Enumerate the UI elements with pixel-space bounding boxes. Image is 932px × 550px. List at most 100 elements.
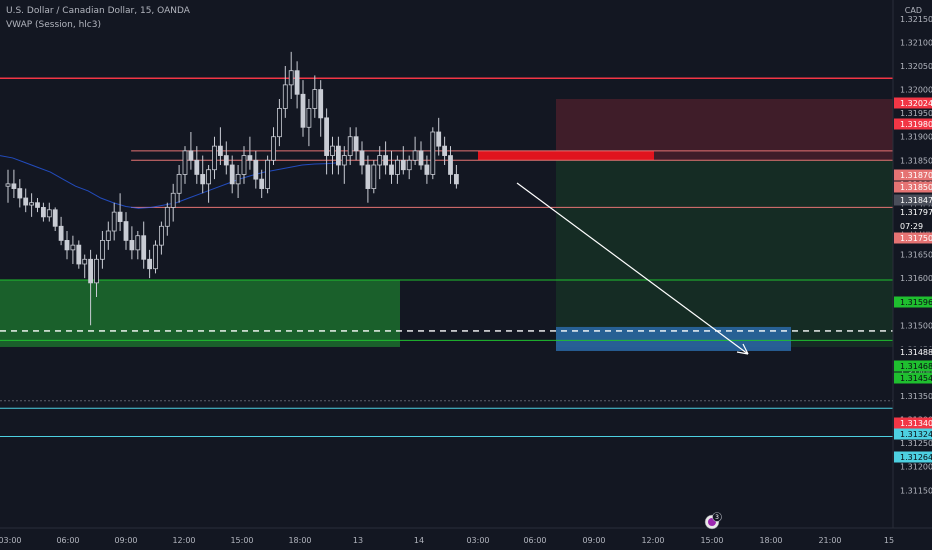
price-tag-label: 1.32024 [900, 99, 932, 108]
price-tick-label: 1.31250 [900, 439, 932, 448]
price-tag-label: 1.31750 [900, 234, 932, 243]
candle-body [100, 240, 105, 260]
candle-body [347, 136, 353, 156]
price-tick-label: 1.31200 [900, 463, 932, 472]
candle-body [58, 225, 64, 241]
price-tag [894, 220, 932, 232]
price-tick-label: 1.31150 [900, 486, 932, 495]
candle-body [52, 209, 58, 227]
price-tag [894, 194, 932, 206]
price-tags-layer: 1.32024 1.31980 1.31870 1.31850 1.31847 1.317… [894, 97, 932, 463]
candle-body [117, 211, 123, 222]
candle-body [365, 164, 371, 189]
price-tag [894, 296, 932, 308]
price-tag [894, 428, 932, 440]
candle-body [64, 240, 70, 251]
price-tick-label: 1.31500 [900, 321, 932, 330]
symbol-title[interactable]: U.S. Dollar / Canadian Dollar, 15, OANDA [6, 6, 190, 16]
candle-body [335, 145, 341, 166]
price-tick-label: 1.31850 [900, 156, 932, 165]
candle-body [383, 155, 389, 166]
vwap-line [0, 155, 341, 209]
time-tick-label: 21:00 [818, 536, 841, 545]
price-tick-label: 1.31600 [900, 274, 932, 283]
price-tag [894, 417, 932, 429]
candle-body [324, 117, 330, 156]
candle-body [217, 145, 223, 156]
candle-body [182, 150, 188, 175]
candle-body [430, 131, 436, 175]
forecast-arrow-head [736, 343, 749, 355]
candle-body [276, 108, 282, 138]
price-tag-label: 1.31324 [900, 430, 932, 439]
currency-label[interactable]: CAD [904, 6, 922, 15]
candle-body [353, 136, 359, 152]
candle-body [76, 244, 82, 265]
candle-body [442, 145, 448, 156]
time-tick-label: 15:00 [230, 536, 253, 545]
time-tick-label: 09:00 [582, 536, 605, 545]
candle-body [23, 197, 29, 206]
candle-body [111, 211, 117, 232]
time-axis[interactable]: 03:00 06:00 09:00 12:00 15:00 18:00 13 14 03:00 0… [0, 536, 894, 545]
time-tick-label: 18:00 [288, 536, 311, 545]
forecast-arrow-line [516, 182, 749, 355]
notification-count: 3 [715, 514, 719, 521]
candle-body [82, 258, 88, 265]
price-tick-label: 1.32100 [900, 38, 932, 47]
candle-body [129, 240, 135, 251]
candle-body [88, 258, 93, 284]
candle-body [35, 202, 40, 208]
candle-body [200, 174, 206, 185]
candle-body [318, 89, 324, 119]
time-tick-label: 18:00 [759, 536, 782, 545]
entry-zone [478, 150, 654, 161]
candle-body [70, 244, 76, 251]
candle-body [235, 174, 241, 185]
price-tick-label: 1.31650 [900, 251, 932, 260]
candle-body [147, 258, 153, 270]
time-tick-label: 14 [414, 536, 424, 545]
candle-body [194, 159, 200, 175]
candle-body [29, 202, 35, 206]
price-tick-label: 1.32050 [900, 62, 932, 71]
notification-icon[interactable]: 3 [704, 512, 722, 530]
candle-body [164, 207, 170, 227]
candle-body [288, 70, 294, 86]
take-profit-zone [556, 160, 893, 347]
candle-body [330, 145, 335, 156]
candle-body [412, 150, 418, 161]
time-tick-label: 12:00 [641, 536, 664, 545]
candle-body [282, 84, 288, 109]
candle-body [105, 230, 111, 241]
candle-body [377, 155, 383, 166]
price-tag-label: 1.31468 [900, 362, 932, 371]
candle-body [158, 225, 164, 246]
candle-body [46, 209, 52, 218]
candle-body [448, 155, 453, 175]
candle-body [188, 150, 194, 161]
price-tag [894, 451, 932, 463]
candle-body [418, 150, 424, 166]
candle-body [123, 221, 129, 241]
candle-body [253, 159, 259, 180]
candle-body [212, 145, 217, 171]
price-tag [894, 118, 932, 130]
time-tick-label: 09:00 [114, 536, 137, 545]
price-tag-label: 1.31797 [900, 208, 932, 217]
price-tag [894, 346, 932, 358]
candle-body [371, 164, 377, 189]
vwap-indicator-legend[interactable]: VWAP (Session, hlc3) [6, 20, 101, 30]
candle-body [11, 183, 17, 189]
price-tag [894, 181, 932, 193]
time-tick-label: 12:00 [172, 536, 195, 545]
price-tick-label: 1.32150 [900, 15, 932, 24]
vwap-layer [0, 155, 341, 209]
candles-layer [5, 51, 459, 326]
stop-loss-zone [556, 99, 893, 161]
drawings-layer [516, 182, 749, 355]
price-tag [894, 360, 932, 372]
candle-body [424, 164, 430, 175]
